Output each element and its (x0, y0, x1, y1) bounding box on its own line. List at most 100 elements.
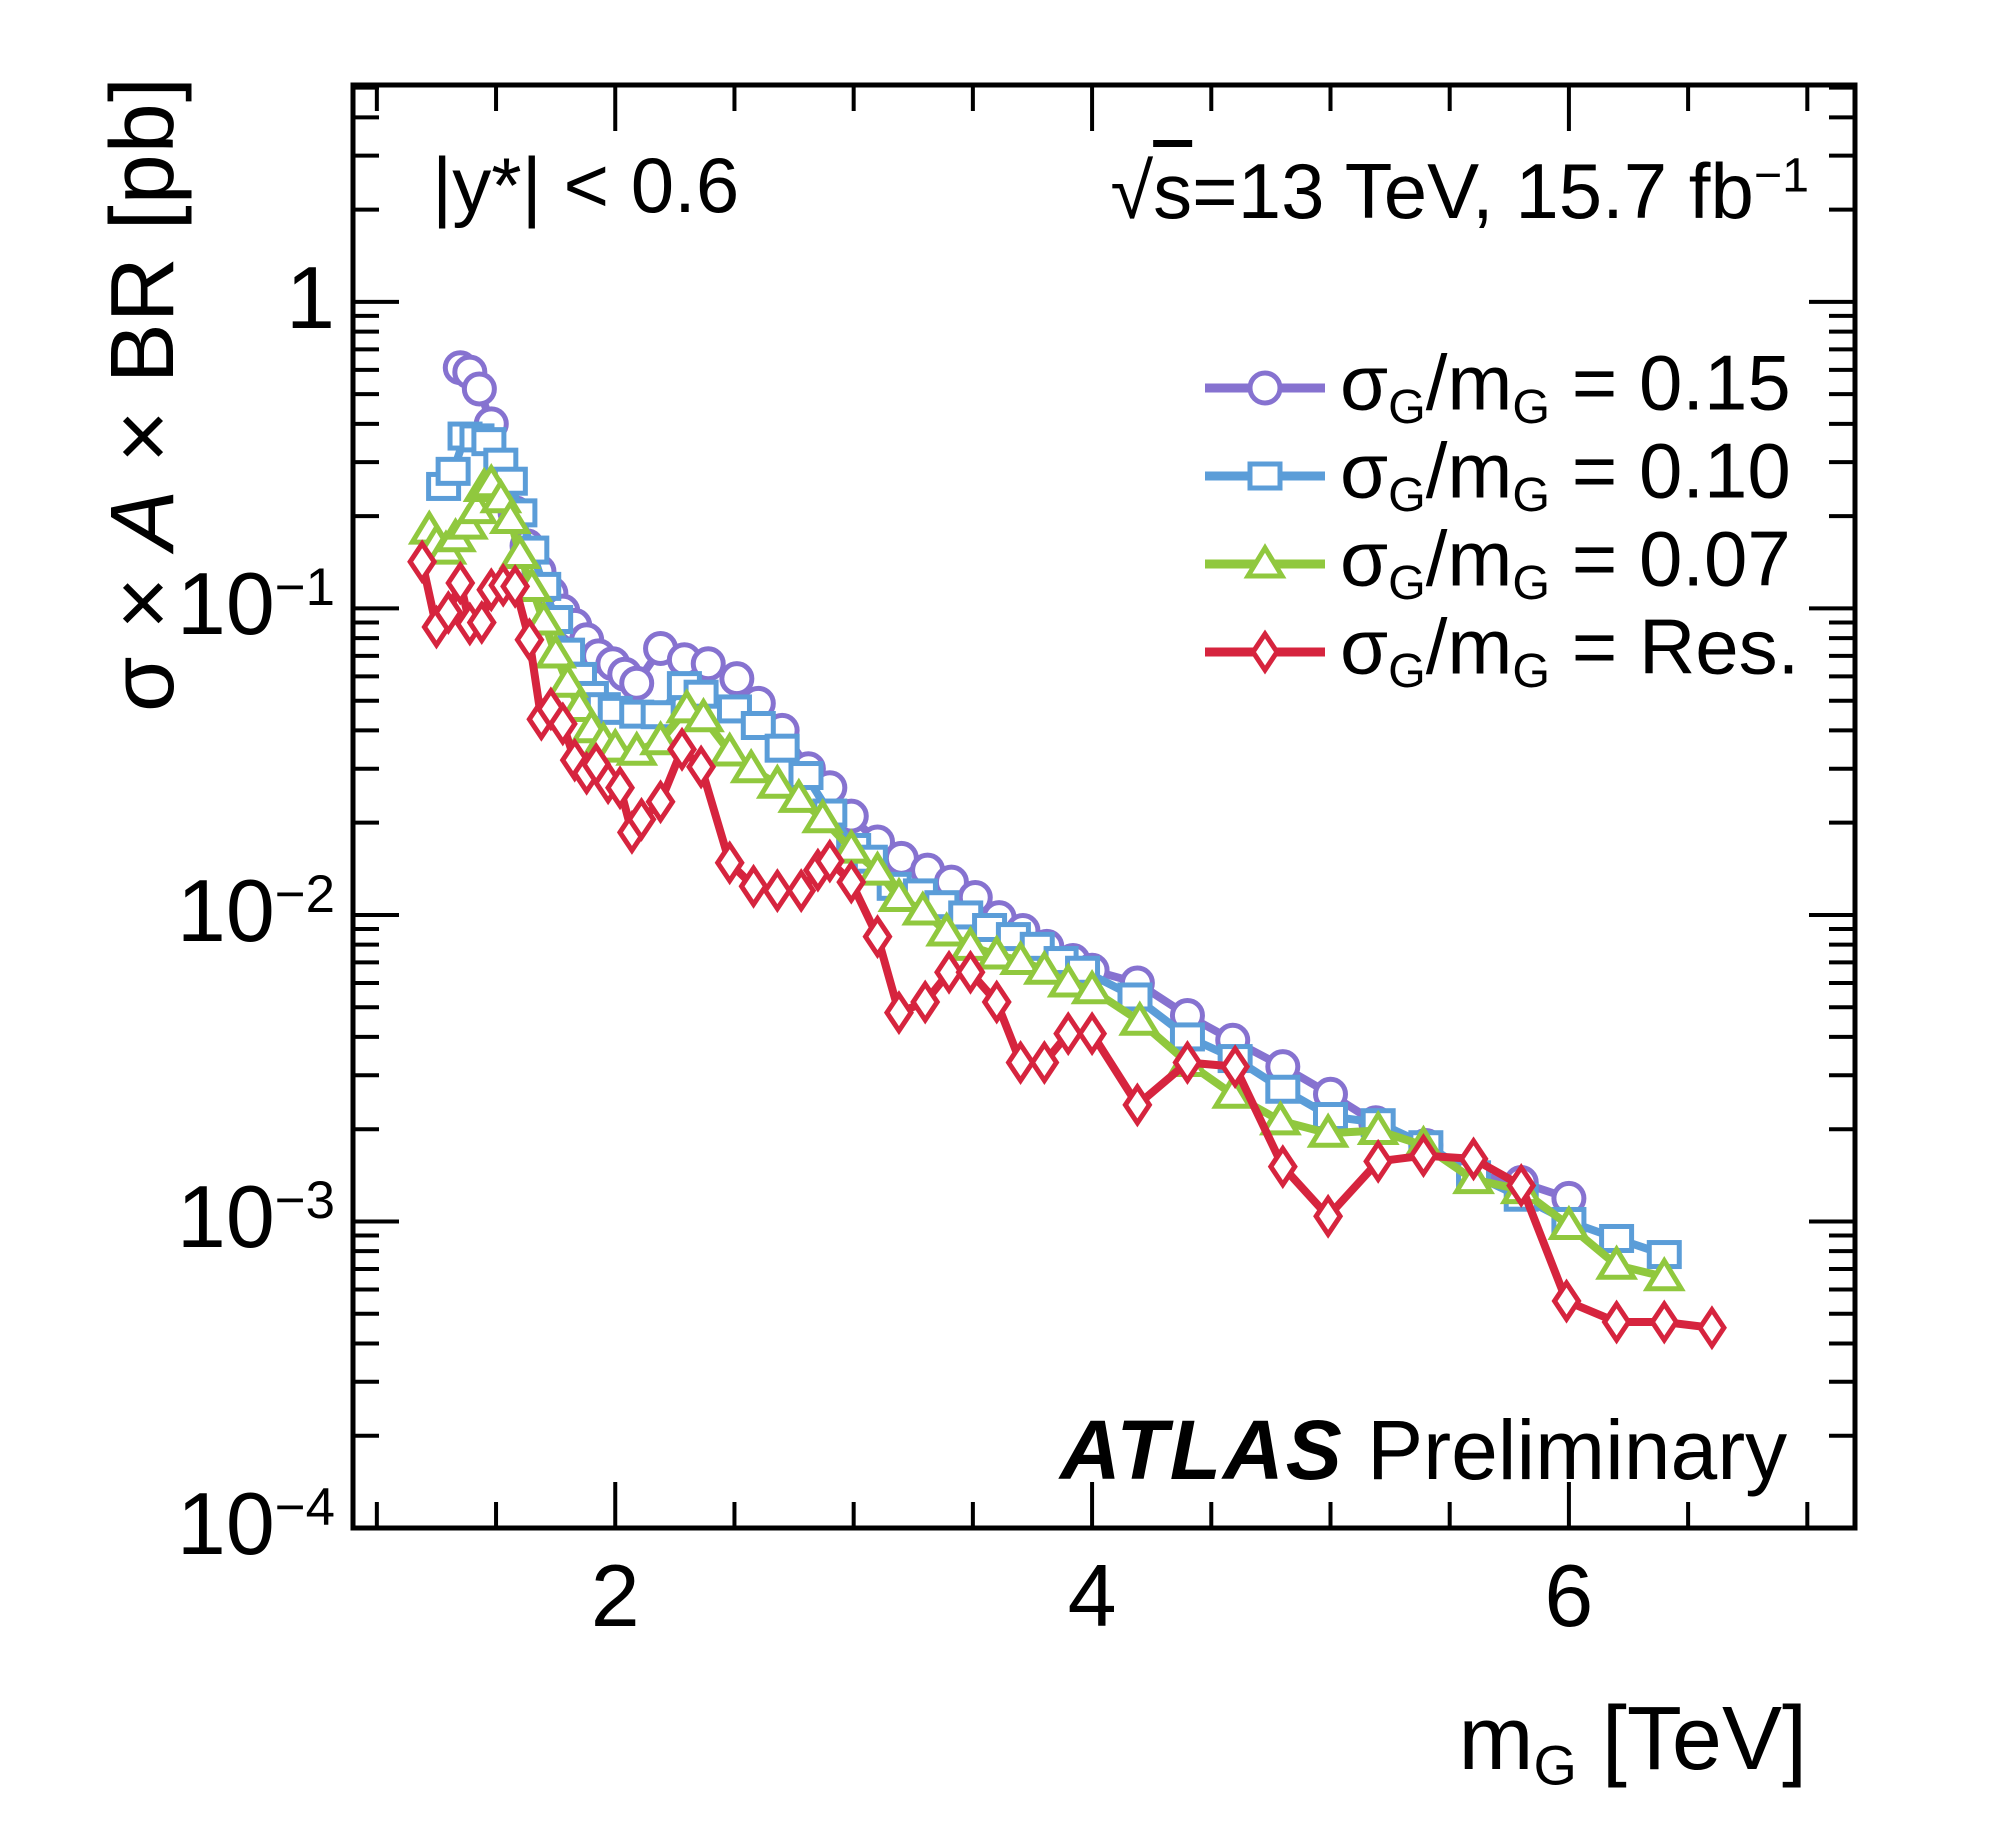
legend-sample-marker (1247, 370, 1283, 406)
series-marker-Res. (1458, 1136, 1489, 1182)
series-marker-0.07 (546, 662, 590, 698)
series-marker-0.07 (534, 633, 578, 669)
plot-frame (350, 82, 1858, 1531)
series-marker-0.07 (1070, 968, 1114, 1005)
y-tick-label: 10−1 (176, 554, 335, 654)
series-marker-Res. (981, 979, 1012, 1025)
y-tick-label: 10−2 (176, 860, 335, 960)
series-marker-Res. (407, 539, 438, 585)
series-marker-Res. (1363, 1138, 1394, 1184)
legend-sample-marker (1243, 543, 1287, 579)
series-marker-0.07 (777, 777, 821, 813)
series-marker-Res. (814, 838, 845, 884)
series-marker-Res. (500, 563, 531, 609)
series-marker-0.10 (435, 456, 471, 486)
series-marker-0.07 (901, 890, 945, 926)
series-marker-0.07 (1118, 1000, 1162, 1036)
series-marker-Res. (955, 949, 986, 995)
series-marker-Res. (714, 840, 745, 886)
series-marker-0.07 (755, 763, 799, 799)
series-marker-Res. (667, 726, 698, 772)
series-marker-0.07 (1642, 1255, 1686, 1292)
series-marker-Res. (1408, 1133, 1439, 1179)
legend-entry-0.07: σG/mG = 0.07 (1340, 514, 1791, 610)
series-marker-0.10 (1599, 1223, 1635, 1253)
series-marker-Res. (1053, 1011, 1084, 1057)
series-marker-0.07 (925, 911, 969, 947)
series-marker-Res. (1029, 1040, 1060, 1086)
series-marker-Res. (645, 779, 676, 825)
series-marker-Res. (1601, 1299, 1632, 1345)
series-marker-Res. (686, 744, 717, 790)
rapidity-cut-label: |y*| < 0.6 (432, 141, 740, 229)
series-marker-Res. (1506, 1163, 1537, 1209)
series-marker-Res. (433, 589, 464, 635)
legend-entry-Res.: σG/mG = Res. (1340, 602, 1800, 698)
legend-sample-marker (1249, 629, 1281, 675)
series-marker-0.10 (740, 710, 776, 740)
series-marker-0.07 (975, 934, 1019, 970)
series-marker-Res. (547, 701, 578, 747)
series-marker-0.07 (1595, 1244, 1639, 1280)
series-marker-0.15 (719, 661, 755, 697)
x-tick-label: 6 (1544, 1546, 1594, 1645)
series-marker-0.07 (639, 719, 682, 756)
x-axis-title: mG [TeV] (1458, 1689, 1808, 1797)
series-marker-Res. (1172, 1040, 1203, 1086)
series-marker-0.07 (522, 600, 566, 636)
series-marker-0.10 (1265, 1074, 1301, 1104)
series-marker-0.07 (682, 696, 725, 733)
series-marker-Res. (786, 868, 817, 914)
atlas-preliminary-label: ATLAS Preliminary (1060, 1403, 1788, 1497)
series-marker-0.07 (1258, 1099, 1302, 1136)
y-tick-label: 1 (286, 247, 335, 347)
series-marker-Res. (605, 765, 636, 811)
series-marker-0.07 (488, 498, 532, 535)
series-marker-Res. (836, 859, 867, 905)
y-tick-label: 10−3 (176, 1167, 335, 1267)
y-tick-label: 10−4 (176, 1473, 335, 1573)
legend-entry-0.15: σG/mG = 0.15 (1340, 338, 1791, 434)
series-marker-Res. (1313, 1193, 1344, 1239)
series-marker-0.07 (1022, 949, 1066, 985)
series-marker-Res. (910, 979, 941, 1025)
series-marker-0.10 (1117, 982, 1153, 1012)
series-marker-Res. (1649, 1299, 1680, 1345)
x-tick-label: 2 (590, 1546, 640, 1645)
x-tick-label: 4 (1067, 1546, 1117, 1645)
legend-sample-marker (1247, 461, 1283, 491)
energy-luminosity-label: √s=13 TeV, 15.7 fb−1 (1110, 147, 1809, 235)
series-marker-Res. (738, 863, 769, 909)
series-marker-Res. (1122, 1082, 1153, 1128)
series-marker-0.07 (1211, 1073, 1255, 1109)
series-marker-Res. (862, 914, 893, 960)
series-marker-0.07 (498, 533, 542, 569)
series-marker-Res. (445, 560, 476, 606)
series-marker-Res. (1220, 1044, 1251, 1090)
series-marker-Res. (1005, 1040, 1036, 1086)
series-marker-0.07 (1046, 962, 1090, 998)
series-marker-0.07 (708, 731, 752, 767)
series-marker-0.07 (856, 850, 899, 886)
series-marker-0.07 (729, 747, 773, 784)
series-marker-Res. (626, 796, 657, 842)
series-marker-Res. (883, 990, 914, 1036)
series-marker-0.15 (619, 665, 655, 701)
series-marker-0.15 (461, 371, 497, 407)
series-marker-Res. (1077, 1011, 1108, 1057)
series-marker-0.07 (558, 686, 601, 723)
series-marker-0.10 (764, 733, 800, 763)
series-marker-Res. (934, 949, 965, 995)
series-marker-Res. (514, 617, 545, 663)
series-marker-0.07 (801, 797, 845, 834)
series-marker-0.07 (1547, 1204, 1591, 1241)
series-marker-0.07 (877, 876, 921, 913)
series-marker-0.07 (999, 939, 1042, 976)
legend-entry-0.10: σG/mG = 0.10 (1340, 426, 1791, 522)
series-marker-Res. (1267, 1144, 1298, 1190)
series-marker-Res. (762, 868, 793, 914)
series-marker-Res. (466, 599, 497, 645)
series-marker-Res. (1551, 1278, 1582, 1324)
